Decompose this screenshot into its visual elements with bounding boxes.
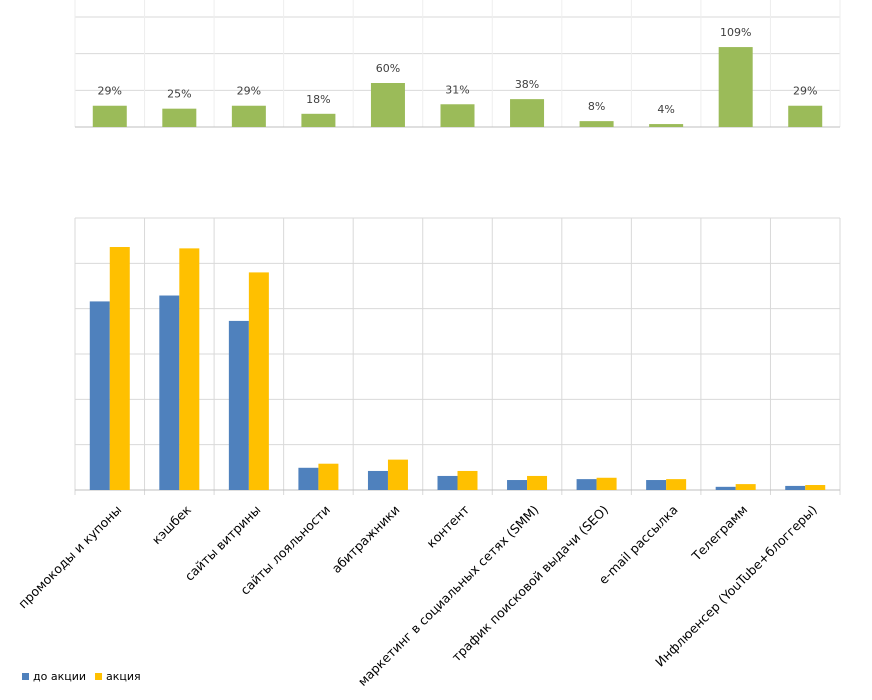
bar <box>576 479 597 490</box>
bar <box>718 47 753 127</box>
x-tick-label: трафик поисковой выдачи (SEO) <box>449 502 611 664</box>
bar <box>92 105 127 127</box>
bar <box>228 320 249 490</box>
bar <box>367 470 388 490</box>
bar <box>579 121 614 127</box>
value-label: 29% <box>237 85 261 98</box>
bar <box>437 475 458 490</box>
bar <box>248 272 269 490</box>
bar <box>109 247 130 490</box>
legend-label: до акции <box>33 670 86 683</box>
bar <box>735 484 756 490</box>
bar <box>510 99 545 127</box>
bar <box>805 485 826 490</box>
legend-label: акция <box>106 670 141 683</box>
bar <box>298 467 319 490</box>
bar <box>649 124 684 127</box>
legend-swatch <box>95 673 103 680</box>
bar <box>440 104 475 127</box>
value-label: 18% <box>306 93 330 106</box>
x-tick-label: контент <box>423 502 472 551</box>
bar <box>715 486 736 490</box>
value-label: 8% <box>588 100 605 113</box>
value-label: 60% <box>376 62 400 75</box>
bar <box>666 479 687 490</box>
value-label: 29% <box>793 85 817 98</box>
bar <box>596 477 617 490</box>
value-label: 31% <box>445 83 469 96</box>
bar <box>785 485 806 490</box>
x-tick-label: Инфлюенсер (YouTube+блоггеры) <box>652 502 820 670</box>
bar <box>527 475 548 490</box>
value-label: 4% <box>657 103 674 116</box>
bar <box>159 295 180 490</box>
bar <box>89 301 110 490</box>
value-label: 25% <box>167 88 191 101</box>
bar <box>507 480 528 490</box>
bar <box>387 459 408 490</box>
value-label: 38% <box>515 78 539 91</box>
value-label: 109% <box>720 26 751 39</box>
x-tick-label: Телеграмм <box>688 502 750 564</box>
bar <box>162 108 197 127</box>
value-label: 29% <box>98 85 122 98</box>
x-tick-label: абитражники <box>329 502 403 576</box>
bar <box>370 83 405 127</box>
x-tick-label: кэшбек <box>149 502 194 547</box>
bar <box>788 105 823 127</box>
legend-swatch <box>22 673 29 680</box>
bar <box>646 480 667 490</box>
bar <box>301 113 336 127</box>
bar <box>318 463 339 490</box>
bar <box>231 105 266 127</box>
x-tick-label: сайты витрины <box>182 502 264 584</box>
bar <box>457 470 478 490</box>
bar <box>179 248 200 490</box>
x-tick-label: промокоды и купоны <box>15 502 124 611</box>
